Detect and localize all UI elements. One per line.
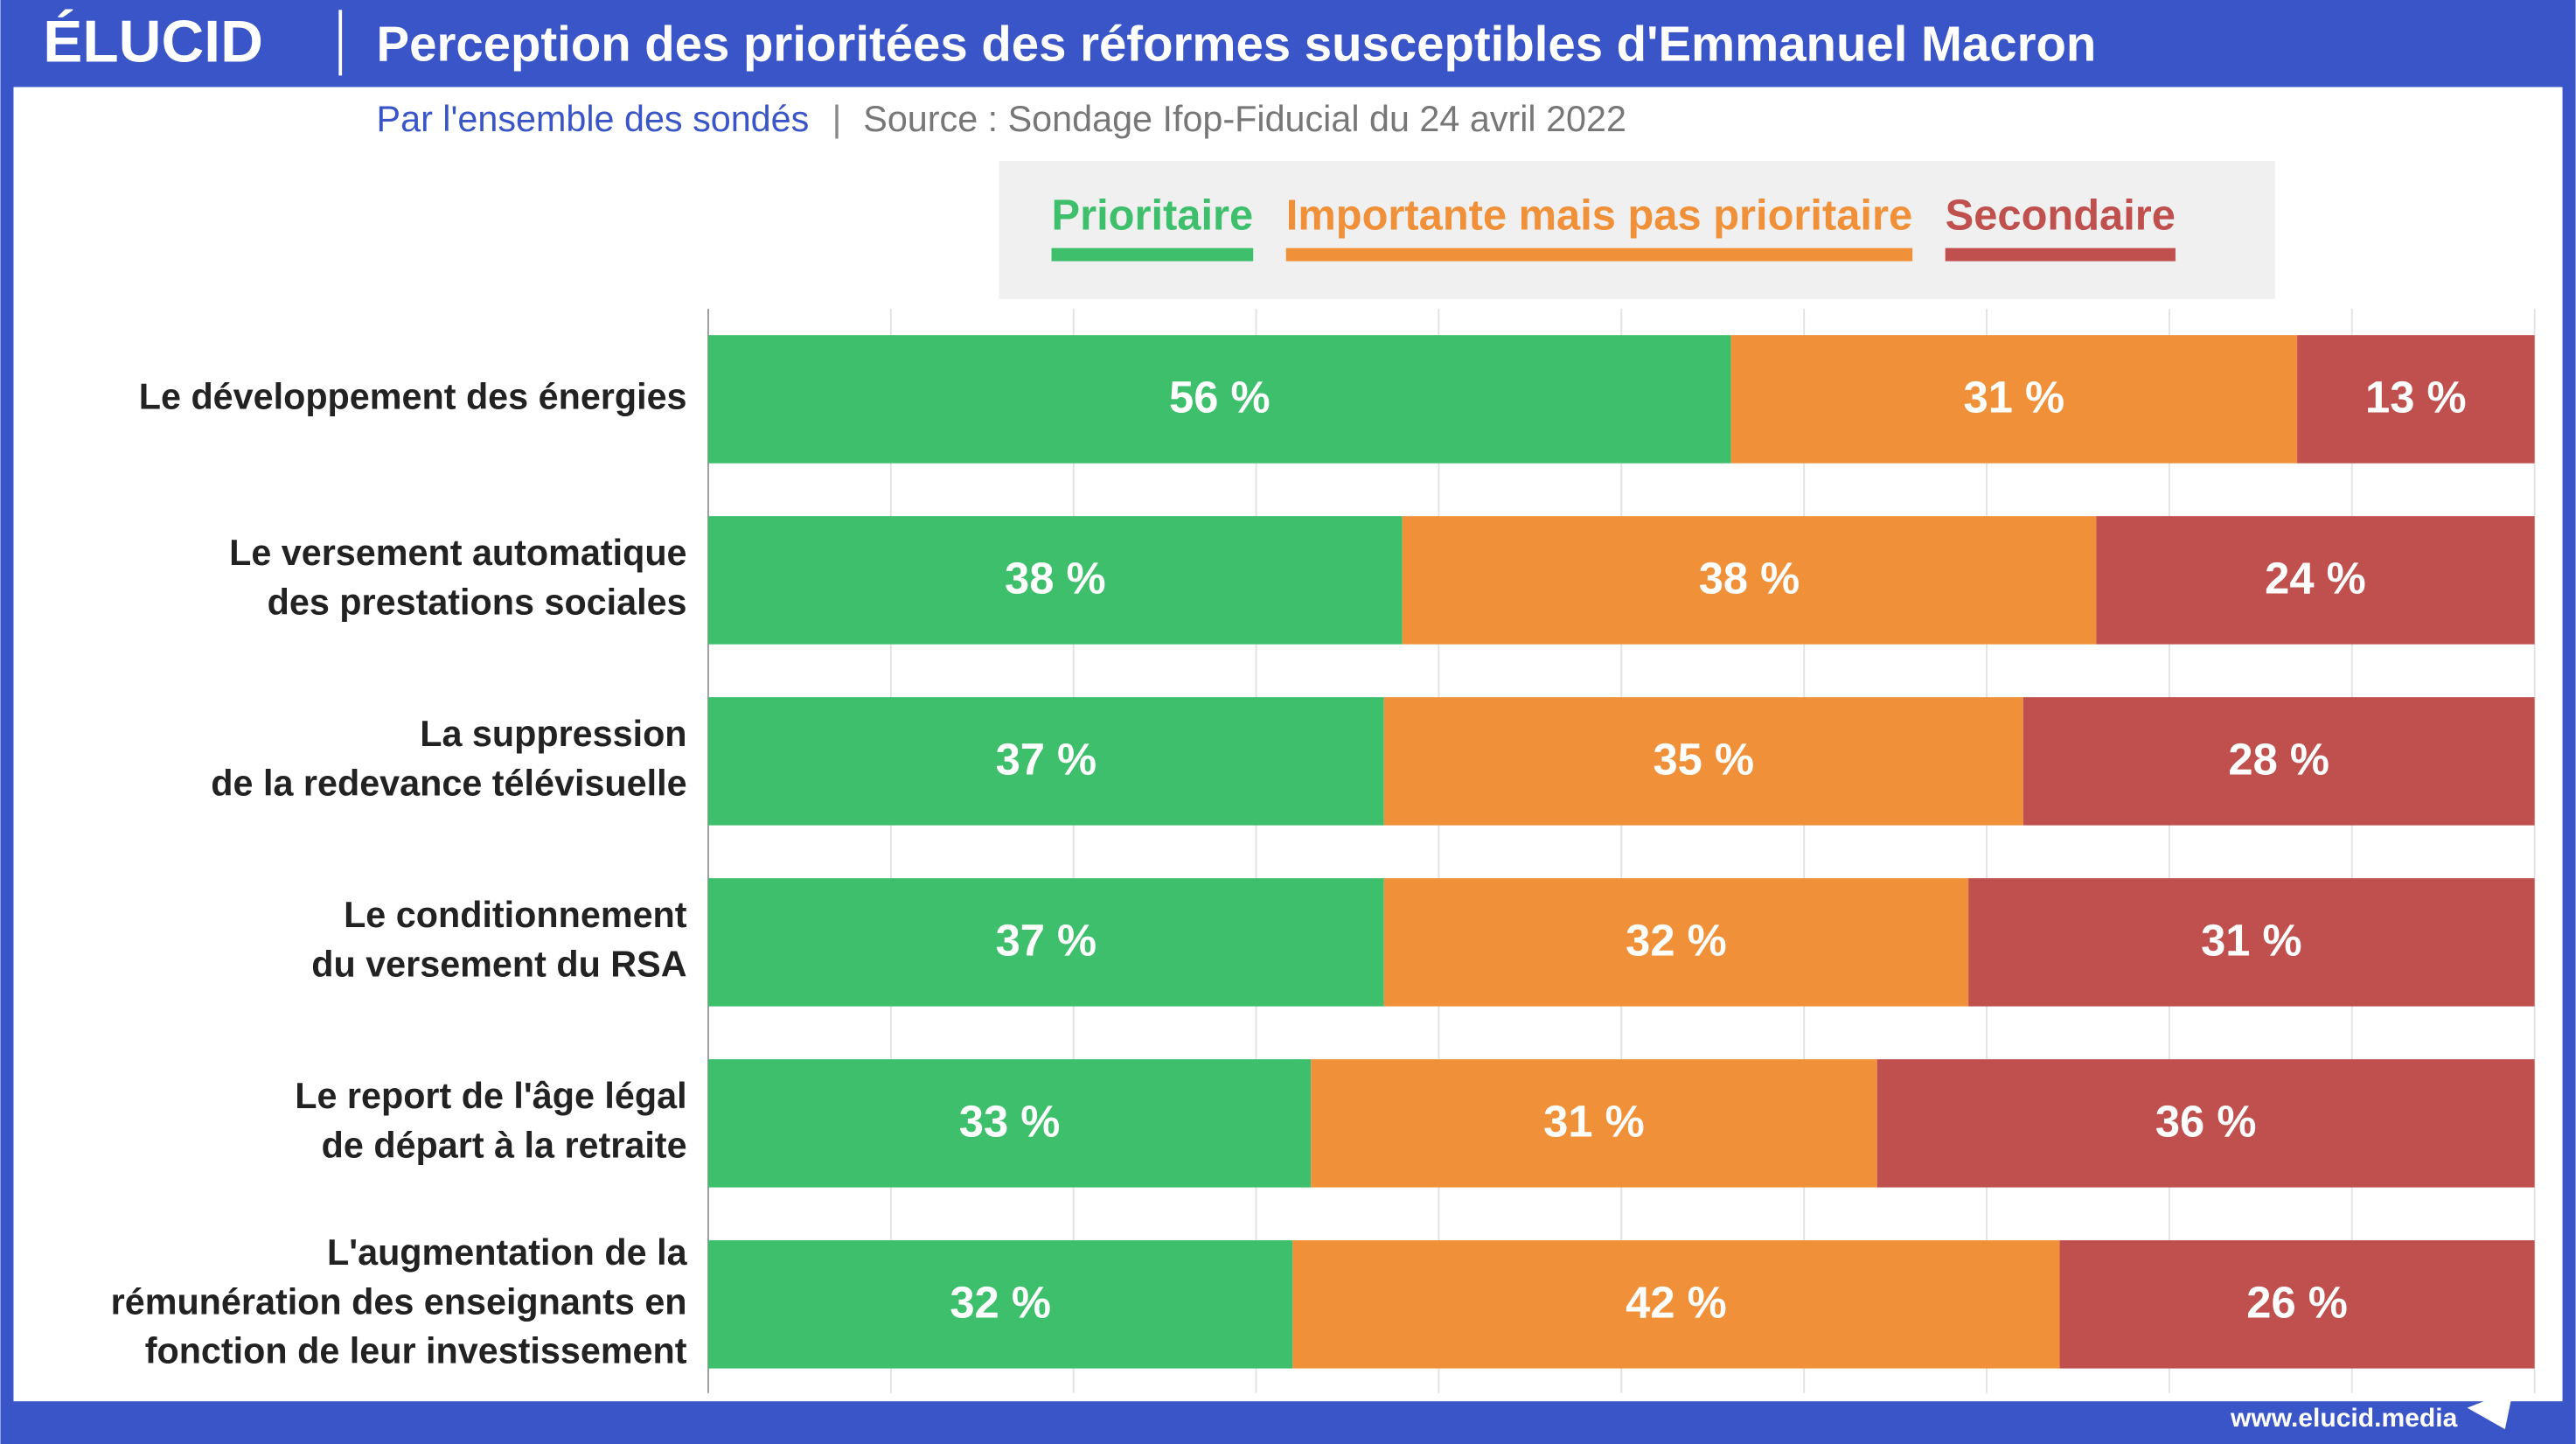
value-label: 38 %: [1699, 554, 1800, 603]
y-tick-label: Le développement des énergies: [139, 376, 687, 416]
bar-segment: [1968, 878, 2535, 1007]
chart-title: Perception des prioritées des réformes s…: [377, 16, 2097, 71]
source: Source : Sondage Ifop-Fiducial du 24 avr…: [863, 99, 1626, 139]
y-tick-label: La suppression de la redevance télévisuel…: [211, 714, 686, 803]
value-label: 32 %: [1626, 916, 1727, 966]
bar-segment: [1383, 697, 2023, 826]
value-label: 28 %: [2228, 735, 2329, 785]
bar-segment: [1730, 335, 2298, 464]
bar-segment: [1402, 516, 2097, 645]
footer-icon: [2467, 1390, 2514, 1430]
value-label: 13 %: [2365, 373, 2467, 422]
value-label: 36 %: [2155, 1097, 2257, 1147]
footer-url: www.elucid.media: [2230, 1404, 2458, 1433]
bar-segment: [2023, 697, 2535, 826]
bar-segment: [707, 1240, 1293, 1369]
y-tick-label: Le conditionnement du versement du RSA: [311, 895, 687, 984]
divider: [338, 10, 343, 76]
value-label: 31 %: [1543, 1097, 1645, 1147]
y-tick-label: Le versement automatique des prestations …: [229, 533, 686, 622]
bar-segment: [2059, 1240, 2535, 1369]
bar-segment: [707, 878, 1384, 1007]
legend-label: Importante mais pas prioritaire: [1286, 192, 1912, 240]
value-label: 37 %: [996, 916, 1097, 966]
legend-label: Prioritaire: [1052, 192, 1254, 240]
y-tick-label: Le report de l'âge légal de départ à la r…: [295, 1076, 686, 1165]
logo: ÉLUCID: [43, 8, 263, 74]
value-label: 32 %: [950, 1278, 1051, 1328]
value-label: 33 %: [959, 1097, 1061, 1147]
bar-segment: [1876, 1059, 2535, 1188]
bar-segment: [2096, 516, 2535, 645]
value-label: 24 %: [2265, 554, 2366, 603]
legend-box: [999, 161, 2275, 299]
value-label: 42 %: [1626, 1278, 1727, 1328]
bar-segment: [707, 1059, 1312, 1188]
value-label: 26 %: [2246, 1278, 2348, 1328]
bar-segment: [1383, 878, 1969, 1007]
bar-segment: [707, 697, 1384, 826]
bar-segment: [1292, 1240, 2060, 1369]
legend-swatch: [1051, 248, 1254, 262]
legend-swatch: [1285, 248, 1913, 262]
bar-segment: [707, 335, 1731, 464]
value-label: 38 %: [1005, 554, 1106, 603]
bar-segment: [707, 516, 1403, 645]
value-label: 56 %: [1169, 373, 1271, 422]
separator: |: [832, 99, 842, 139]
subtitle: Par l'ensemble des sondés: [377, 99, 810, 139]
legend-label: Secondaire: [1946, 192, 2176, 240]
bar-segment: [1311, 1059, 1877, 1188]
value-label: 31 %: [1964, 373, 2065, 422]
bar-segment: [2297, 335, 2535, 464]
legend-swatch: [1945, 248, 2176, 262]
value-label: 37 %: [996, 735, 1097, 785]
value-label: 35 %: [1653, 735, 1754, 785]
value-label: 31 %: [2201, 916, 2302, 966]
y-tick-label: L'augmentation de la rémunération des ens…: [111, 1232, 688, 1371]
